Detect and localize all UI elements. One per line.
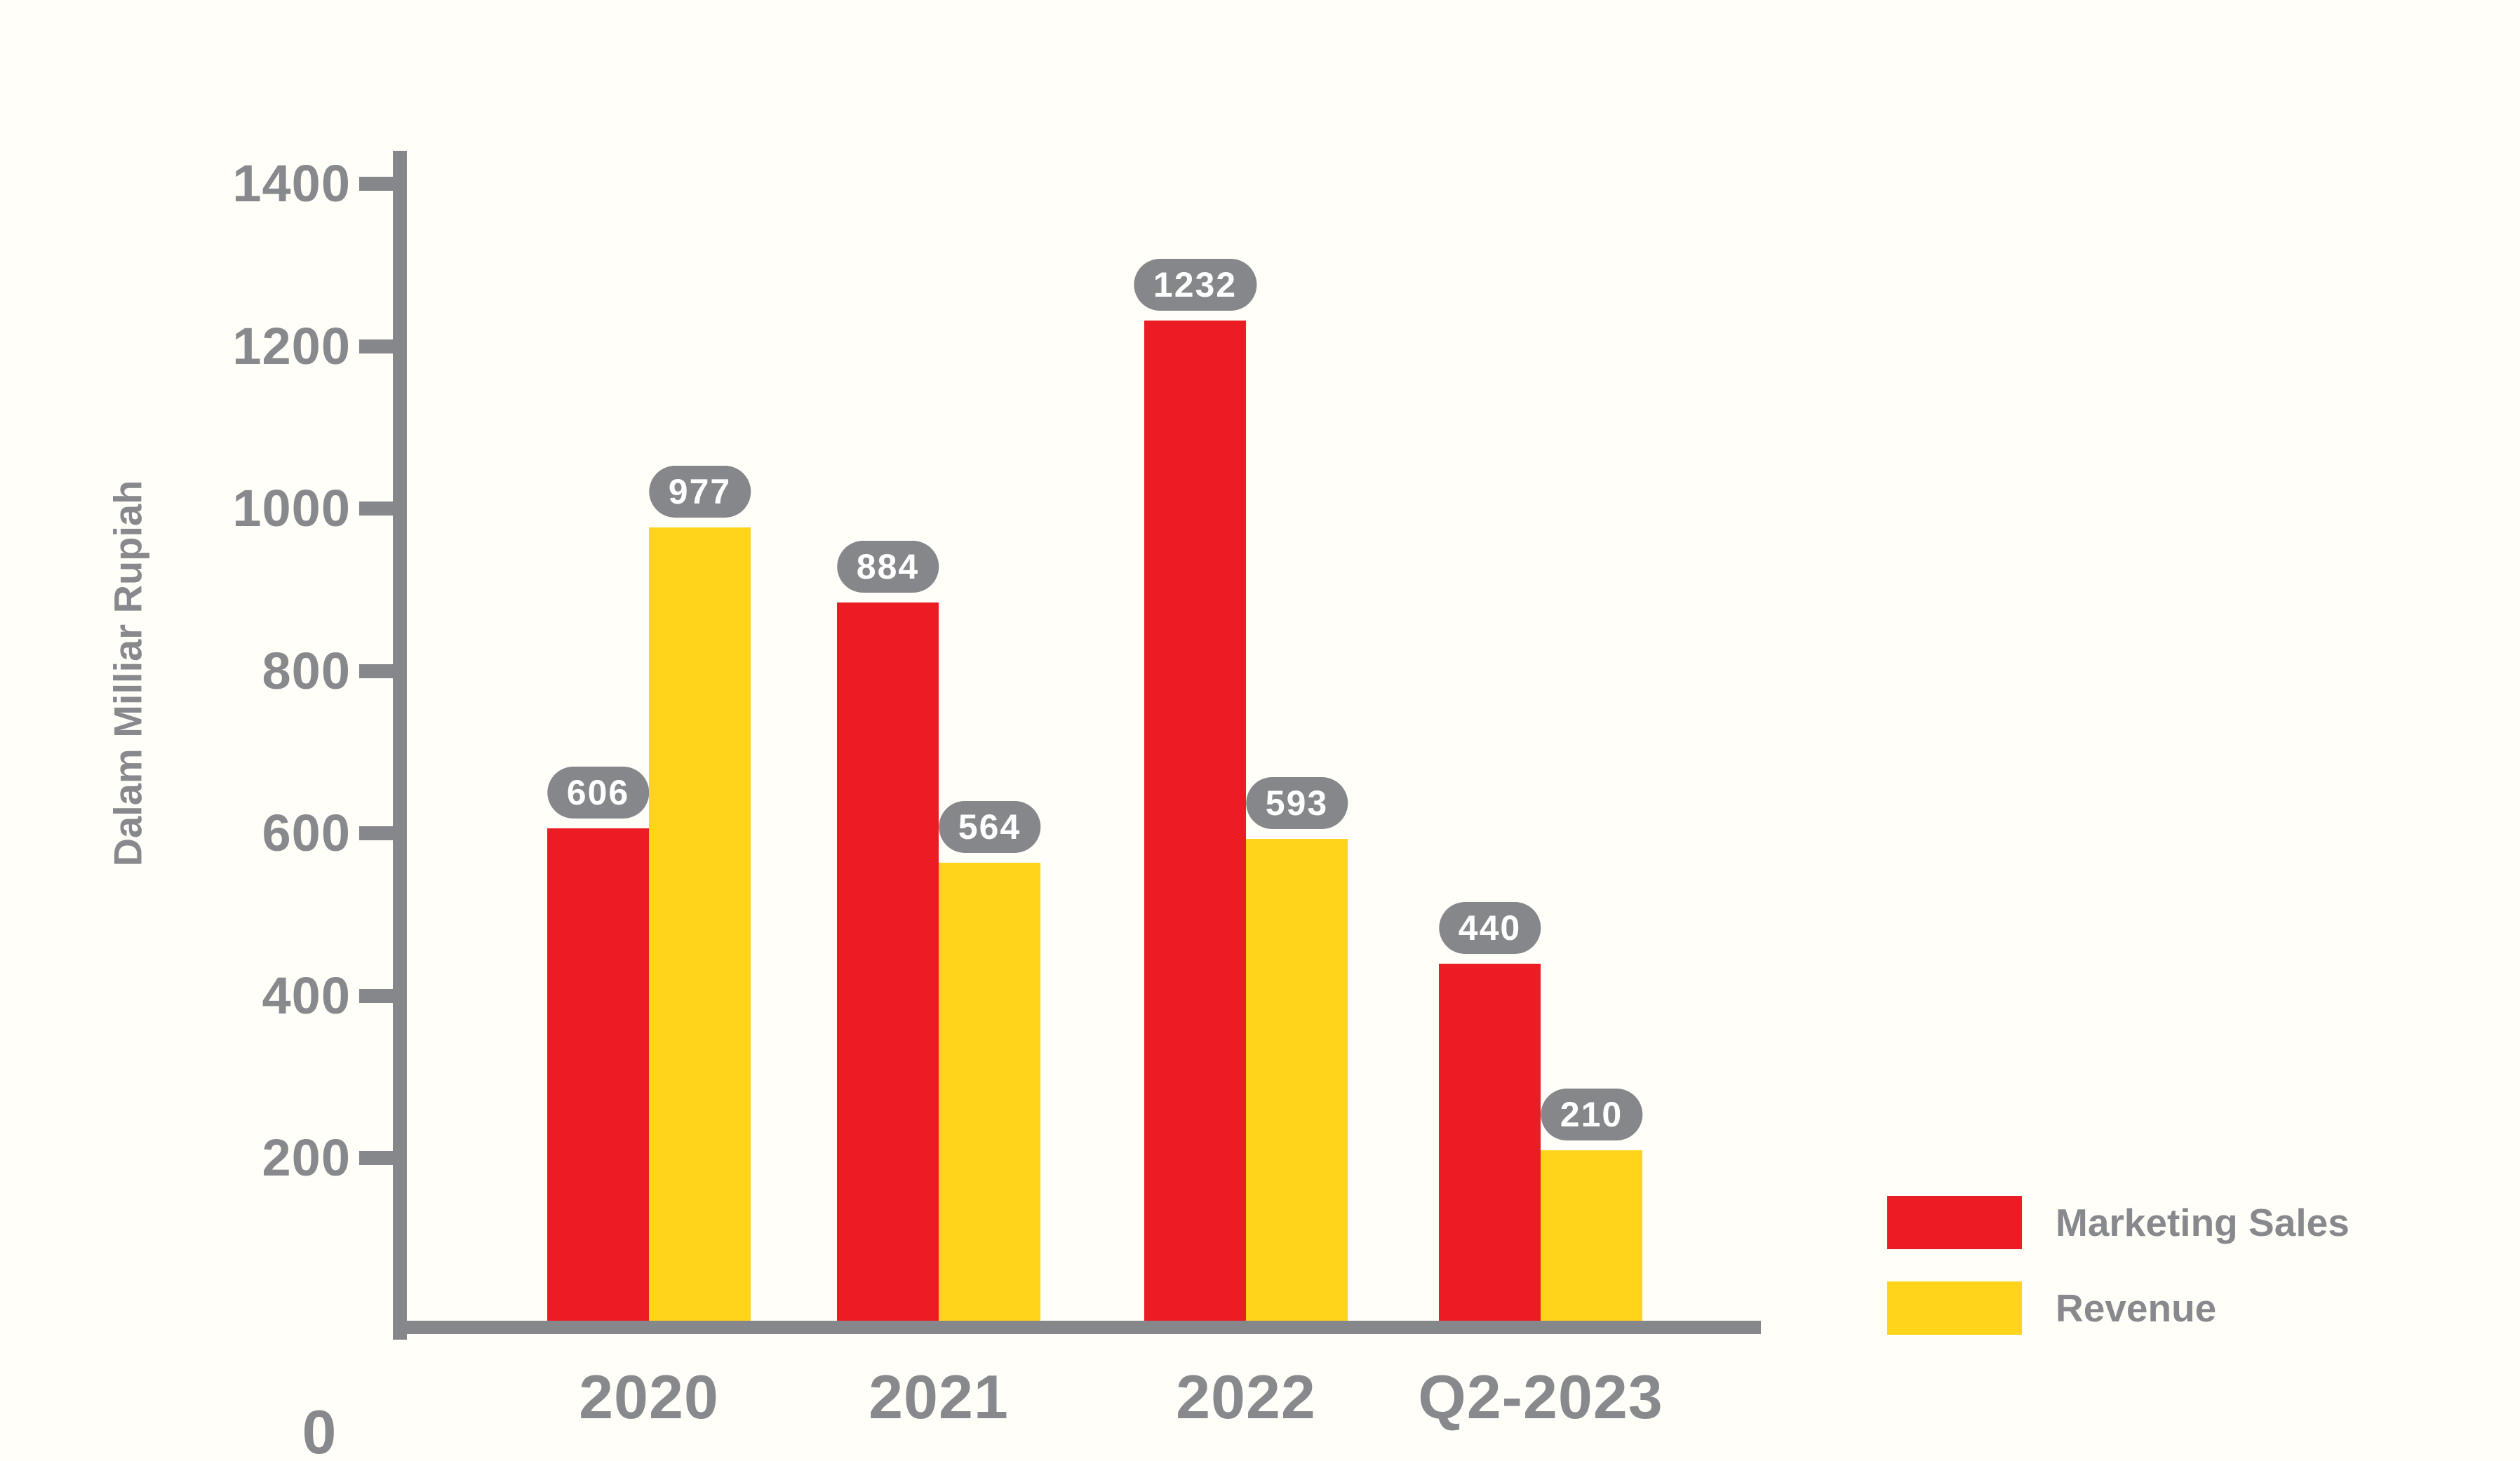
y-axis-line xyxy=(393,151,407,1340)
legend-swatch-marketing-sales xyxy=(1887,1196,2022,1249)
value-label-marketing-sales-2021: 884 xyxy=(836,541,939,593)
y-tick-label-1000: 1000 xyxy=(232,479,351,538)
y-tick-400 xyxy=(359,988,393,1003)
y-tick-label-600: 600 xyxy=(262,804,351,863)
legend-label-marketing-sales: Marketing Sales xyxy=(2056,1201,2350,1244)
y-tick-200 xyxy=(359,1151,393,1166)
y-tick-600 xyxy=(359,826,393,841)
y-tick-1400 xyxy=(359,177,393,191)
y-tick-label-400: 400 xyxy=(262,966,351,1025)
legend-item-revenue: Revenue xyxy=(1887,1281,2350,1335)
x-axis-line xyxy=(393,1321,1761,1334)
bar-marketing-sales-2022 xyxy=(1144,320,1246,1321)
x-axis-label-2022: 2022 xyxy=(1176,1362,1316,1432)
y-tick-label-200: 200 xyxy=(262,1129,351,1187)
x-axis-label-2021: 2021 xyxy=(869,1362,1009,1432)
value-label-marketing-sales-2022: 1232 xyxy=(1133,258,1257,311)
bar-revenue-q2-2023 xyxy=(1541,1150,1642,1321)
legend-swatch-revenue xyxy=(1887,1281,2022,1335)
value-label-revenue-q2-2023: 210 xyxy=(1540,1088,1643,1140)
y-tick-label-1200: 1200 xyxy=(232,316,351,375)
y-axis-origin-label: 0 xyxy=(302,1397,337,1461)
bar-marketing-sales-q2-2023 xyxy=(1439,963,1541,1321)
value-label-revenue-2022: 593 xyxy=(1245,777,1348,830)
y-tick-800 xyxy=(359,664,393,678)
y-tick-1200 xyxy=(359,339,393,354)
bar-marketing-sales-2021 xyxy=(837,602,939,1321)
bar-revenue-2022 xyxy=(1246,839,1348,1321)
legend: Marketing Sales Revenue xyxy=(1887,1196,2350,1367)
y-tick-label-1400: 1400 xyxy=(232,154,351,213)
x-axis-label-2020: 2020 xyxy=(579,1362,719,1432)
value-label-revenue-2020: 977 xyxy=(648,465,751,518)
x-axis-label-q2-2023: Q2-2023 xyxy=(1418,1362,1663,1432)
value-label-revenue-2021: 564 xyxy=(938,800,1041,853)
bar-revenue-2020 xyxy=(649,527,751,1321)
bar-marketing-sales-2020 xyxy=(547,828,649,1321)
y-tick-1000 xyxy=(359,501,393,516)
value-label-marketing-sales-q2-2023: 440 xyxy=(1438,901,1541,954)
legend-label-revenue: Revenue xyxy=(2056,1286,2217,1330)
legend-item-marketing-sales: Marketing Sales xyxy=(1887,1196,2350,1249)
y-tick-label-800: 800 xyxy=(262,641,351,700)
bar-revenue-2021 xyxy=(939,862,1040,1321)
value-label-marketing-sales-2020: 606 xyxy=(547,767,650,819)
